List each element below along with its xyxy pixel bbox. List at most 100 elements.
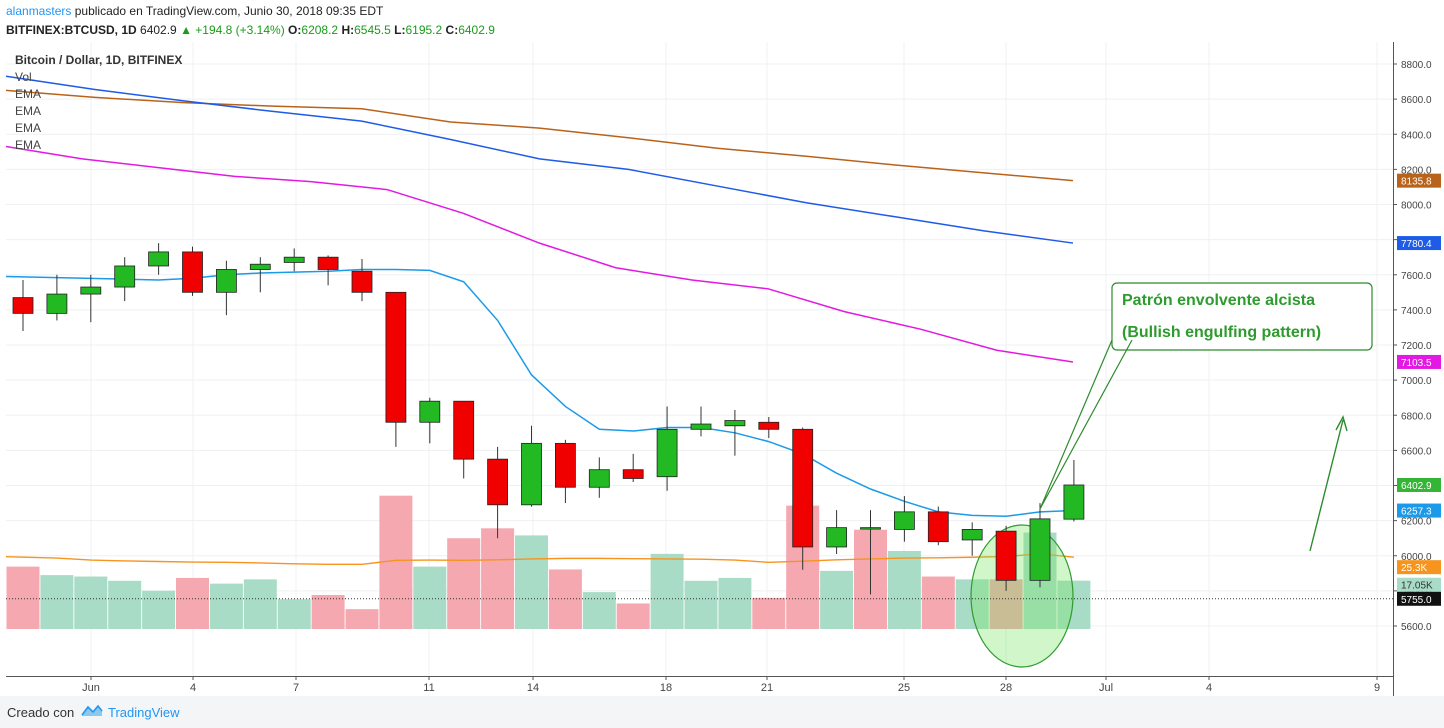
publish-line: alanmasters publicado en TradingView.com… <box>6 4 383 18</box>
engulfing-ellipse <box>970 524 1074 668</box>
volume-bar <box>176 577 209 629</box>
chart-header: alanmasters publicado en TradingView.com… <box>0 0 1444 42</box>
x-tick-label: 21 <box>761 682 773 694</box>
change-up-icon: ▲ <box>180 23 192 37</box>
price-tag <box>1397 477 1441 492</box>
price-tag-label: 7103.5 <box>1401 358 1432 369</box>
candlestick-chart[interactable]: Patrón envolvente alcista (Bullish engulf… <box>0 42 1444 696</box>
price-tag <box>1397 236 1441 251</box>
candle <box>656 428 678 478</box>
candle <box>927 511 949 543</box>
volume-bar <box>921 576 955 629</box>
price-tag <box>1397 560 1441 575</box>
volume-bar <box>650 553 684 629</box>
volume-bar <box>752 597 786 629</box>
engulfing-highlight <box>970 524 1074 668</box>
y-tick-label: 8200.0 <box>1401 165 1432 176</box>
candle <box>215 269 237 293</box>
x-tick-label: 4 <box>1206 682 1212 694</box>
candle <box>521 442 542 506</box>
open-value: 6208.2 <box>301 23 339 37</box>
volume-bar <box>209 583 243 629</box>
price-tag <box>1397 591 1441 606</box>
price-tag-label: 6257.3 <box>1401 507 1432 518</box>
ema-cyan-line <box>5 268 1074 517</box>
close-label: C: <box>445 23 459 37</box>
price-tag <box>1397 577 1441 592</box>
trend-arrow <box>1309 419 1344 552</box>
candle <box>1063 484 1085 520</box>
candle <box>690 423 712 430</box>
ema-magenta-line <box>5 145 1074 363</box>
candle <box>860 527 881 530</box>
y-tick-label: 7400.0 <box>1401 306 1432 317</box>
close-value: 6402.9 <box>458 23 495 37</box>
chart-legend: Bitcoin / Dollar, 1D, BITFINEX Vol. EMA EMA… <box>15 53 182 152</box>
x-tick-label: 11 <box>423 682 434 694</box>
legend-entry: EMA <box>15 104 41 118</box>
candle <box>724 420 746 427</box>
annotation-line2: (Bullish engulfing pattern) <box>1122 324 1321 341</box>
annotation-pointer <box>1039 339 1133 510</box>
high-label: H: <box>341 23 355 37</box>
y-tick-label: 8600.0 <box>1401 95 1432 106</box>
candle <box>1029 518 1051 581</box>
volume-bar <box>108 580 142 629</box>
price-tag-label: 17.05K <box>1401 581 1433 592</box>
tradingview-brand-link[interactable]: TradingView <box>108 705 180 720</box>
y-tick-label: 8000.0 <box>1401 201 1432 212</box>
author-link[interactable]: alanmasters <box>6 4 72 18</box>
y-tick-label: 5600.0 <box>1401 622 1432 633</box>
x-tick-label: Jun <box>82 682 100 694</box>
volume-ma-line <box>5 553 1074 566</box>
candle <box>995 530 1017 581</box>
volume-bar <box>616 603 650 629</box>
price-tag <box>1397 503 1441 518</box>
candle <box>283 256 305 263</box>
candle <box>826 527 847 548</box>
change-value: +194.8 (+3.14%) <box>195 23 285 37</box>
high-value: 6545.5 <box>354 23 391 37</box>
price-tag-label: 25.3K <box>1401 563 1427 574</box>
y-tick-label: 8800.0 <box>1401 60 1432 71</box>
annotation-box <box>1111 282 1373 351</box>
created-with-label: Creado con <box>7 705 75 720</box>
annotation: Patrón envolvente alcista (Bullish engulf… <box>1039 282 1373 552</box>
low-value: 6195.2 <box>405 23 443 37</box>
volume-bar <box>1057 580 1091 629</box>
price-tag-label: 5755.0 <box>1401 595 1432 606</box>
volume-bar <box>6 566 40 629</box>
candles <box>12 243 1085 595</box>
x-tick-label: 7 <box>293 682 299 694</box>
candle <box>588 469 610 488</box>
candle <box>419 400 441 423</box>
volume-bar <box>413 566 447 629</box>
candle <box>12 297 34 314</box>
volume-bar <box>447 538 481 629</box>
ema-blue-line <box>5 75 1074 244</box>
volume-ma-line <box>5 553 1074 566</box>
trend-arrow-head-icon <box>1335 415 1348 432</box>
annotation-line1: Patrón envolvente alcista <box>1122 292 1315 309</box>
candle <box>249 263 271 270</box>
volume-bar <box>718 577 752 629</box>
y-tick-label: 7000.0 <box>1401 376 1432 387</box>
candle <box>385 291 407 423</box>
candle <box>351 270 373 293</box>
x-tick-label: 4 <box>190 682 196 694</box>
candle <box>555 442 576 488</box>
candle <box>148 251 170 267</box>
volume-bar <box>311 594 345 629</box>
candle <box>622 469 644 479</box>
volume-bar <box>277 599 311 629</box>
y-tick-label: 7600.0 <box>1401 271 1432 282</box>
candle <box>317 256 339 270</box>
x-tick-label: 14 <box>527 682 539 694</box>
volume-bar <box>142 590 176 629</box>
published-text: publicado en TradingView.com, Junio 30, … <box>74 4 384 18</box>
candle <box>114 265 136 288</box>
volume-bar <box>582 592 616 629</box>
legend-entry: EMA <box>15 138 41 152</box>
y-tick-label: 7200.0 <box>1401 341 1432 352</box>
candle <box>453 400 475 460</box>
